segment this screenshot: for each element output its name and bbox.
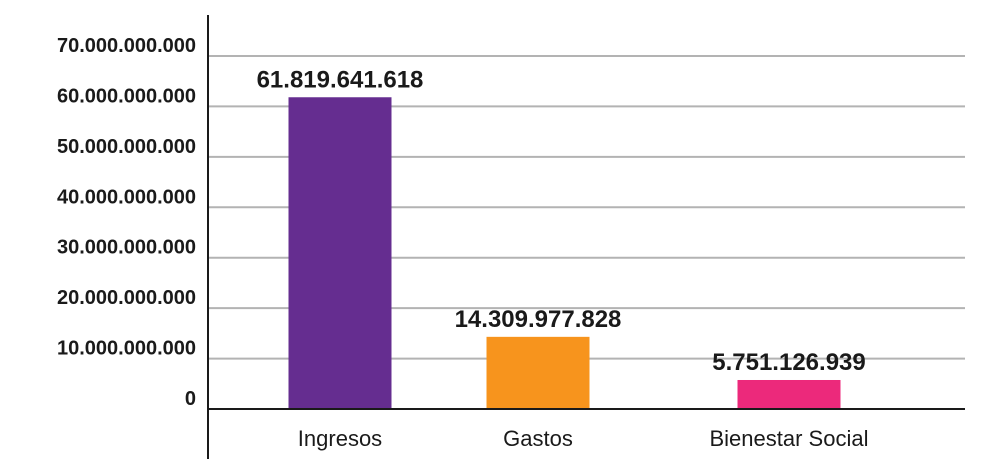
bars: [288, 97, 841, 409]
y-tick-label: 70.000.000.000: [57, 35, 196, 57]
y-tick-label: 20.000.000.000: [57, 287, 196, 309]
y-tick-label: 50.000.000.000: [57, 136, 196, 158]
bar-bienestar-social: [737, 379, 841, 409]
data-label: 5.751.126.939: [712, 349, 865, 376]
x-category-label: Bienestar Social: [710, 426, 869, 451]
y-tick-label: 40.000.000.000: [57, 186, 196, 208]
bar-ingresos: [288, 97, 392, 409]
data-label: 14.309.977.828: [455, 306, 622, 333]
x-category-label: Ingresos: [298, 426, 382, 451]
bar-gastos: [486, 336, 590, 409]
y-tick-label: 0: [185, 388, 196, 410]
data-label: 61.819.641.618: [257, 66, 424, 93]
category-labels: Ingresos Gastos Bienestar Social: [298, 426, 869, 451]
axes: [207, 15, 965, 459]
x-category-label: Gastos: [503, 426, 573, 451]
y-tick-label: 10.000.000.000: [57, 338, 196, 360]
y-tick-label: 30.000.000.000: [57, 237, 196, 259]
y-tick-labels: 0 10.000.000.000 20.000.000.000 30.000.000.…: [57, 35, 196, 410]
y-tick-label: 60.000.000.000: [57, 85, 196, 107]
data-labels: 61.819.641.618 14.309.977.828 5.751.126.93…: [257, 66, 866, 376]
